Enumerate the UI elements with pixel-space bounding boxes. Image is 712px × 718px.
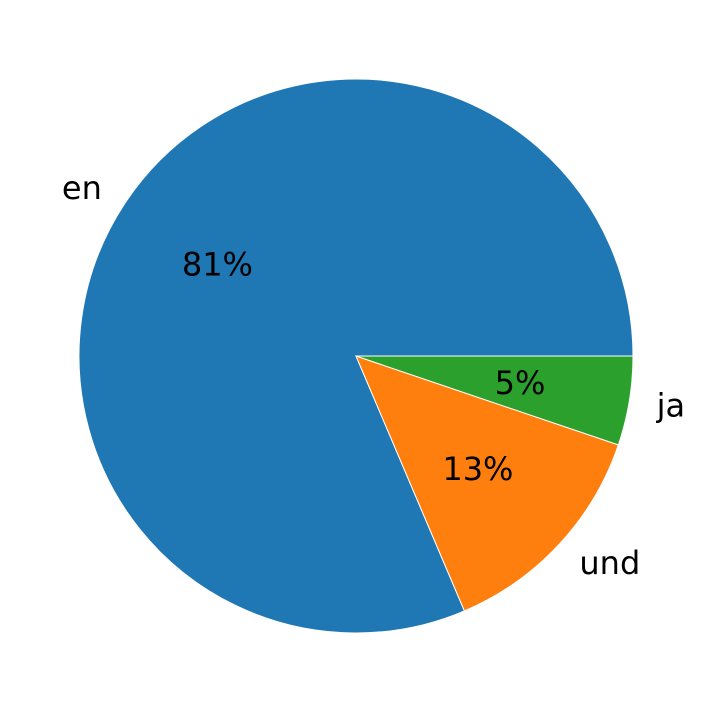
slice-label-ja: ja [656, 387, 686, 425]
slice-percent-ja: 5% [495, 364, 546, 402]
slice-percent-und: 13% [442, 450, 513, 488]
slice-label-und: und [579, 544, 640, 582]
slice-percent-en: 81% [182, 245, 253, 283]
pie-slice-ja [355, 355, 634, 446]
slice-label-en: en [62, 169, 102, 207]
pie-slice-und [355, 355, 619, 612]
slices-layer [78, 78, 634, 634]
labels-layer: en 81% und 13% ja 5% [62, 169, 685, 582]
pie-slice-en [78, 78, 634, 634]
